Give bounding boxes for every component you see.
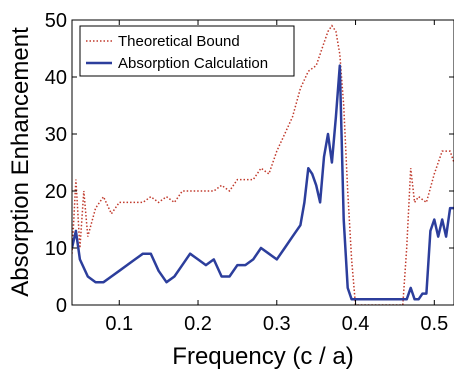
legend-box <box>79 25 295 77</box>
x-tick-label: 0.3 <box>263 313 291 335</box>
y-tick-label: 30 <box>45 124 67 146</box>
x-tick-label: 0.4 <box>342 313 370 335</box>
x-tick-label: 0.1 <box>105 313 133 335</box>
legend-label-absorption: Absorption Calculation <box>118 55 268 72</box>
legend-label-theoretical: Theoretical Bound <box>118 33 240 50</box>
y-tick-label: 40 <box>45 67 67 89</box>
y-axis-label: Absorption Enhancement <box>7 27 34 297</box>
x-tick-label: 0.2 <box>184 313 212 335</box>
x-tick-label: 0.5 <box>420 313 448 335</box>
x-axis-label: Frequency (c / a) <box>172 343 353 370</box>
y-tick-label: 10 <box>45 238 67 260</box>
y-tick-label: 0 <box>56 295 67 317</box>
legend: Theoretical Bound Absorption Calculation <box>79 25 295 77</box>
series-line-1 <box>72 64 454 301</box>
axes-frame <box>71 19 454 306</box>
y-tick-label: 20 <box>45 181 67 203</box>
y-tick-label: 50 <box>45 10 67 32</box>
